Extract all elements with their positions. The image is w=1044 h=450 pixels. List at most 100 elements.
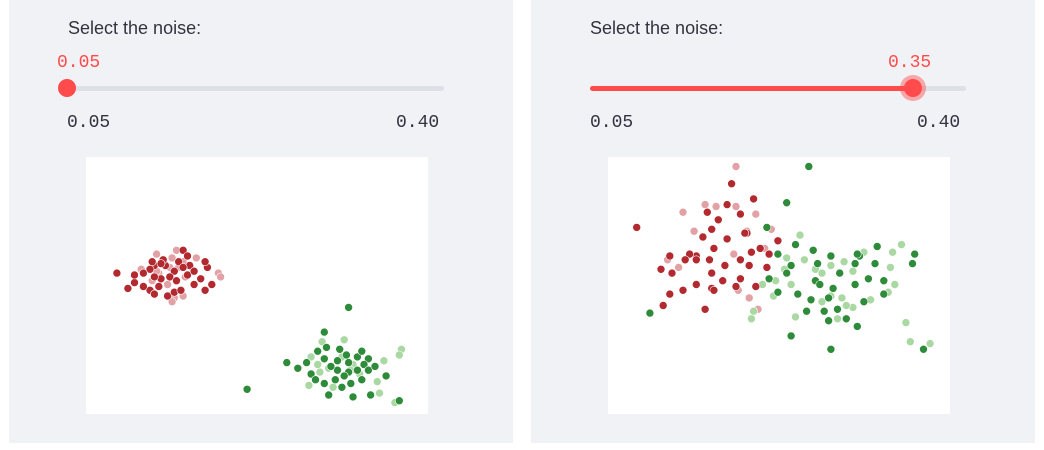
- scatter-point-green: [910, 249, 920, 259]
- scatter-point-red: [722, 234, 732, 244]
- scatter-point-red-light: [167, 297, 177, 306]
- scatter-point-green: [819, 306, 829, 316]
- scatter-point-green: [322, 343, 331, 352]
- scatter-point-green: [333, 365, 342, 375]
- scatter-point-green: [331, 375, 340, 384]
- scatter-point-red: [698, 232, 708, 242]
- scatter-point-green: [320, 379, 329, 388]
- scatter-point-green: [813, 259, 822, 268]
- scatter-point-green: [828, 284, 838, 293]
- scatter-point-green: [342, 350, 351, 360]
- scatter-point-green-light: [782, 253, 791, 263]
- scatter-point-green: [879, 276, 889, 285]
- scatter-point-red: [189, 280, 199, 289]
- scatter-point-red: [731, 282, 741, 291]
- slider-track[interactable]: [64, 86, 444, 91]
- scatter-point-green: [645, 308, 655, 318]
- scatter-point-red: [130, 278, 139, 287]
- scatter-point-red: [172, 276, 181, 285]
- scatter-plot: [86, 157, 428, 414]
- scatter-point-green-light: [786, 280, 796, 289]
- scatter-point-red: [665, 251, 675, 261]
- scatter-point-red: [718, 276, 727, 285]
- scatter-point-red: [707, 268, 716, 278]
- scatter-point-green-light: [339, 335, 349, 345]
- scatter-point-green: [824, 316, 833, 325]
- scatter-point-green: [326, 362, 336, 371]
- scatter-point-green: [381, 371, 391, 381]
- scatter-point-green: [879, 289, 889, 299]
- slider-fill: [590, 86, 912, 91]
- scatter-point-red: [692, 255, 701, 265]
- scatter-point-green: [353, 365, 362, 375]
- scatter-point-green-light: [842, 301, 851, 310]
- scatter-point-red: [740, 228, 750, 238]
- scatter-point-green-light: [826, 261, 836, 270]
- scatter-point-red: [744, 261, 754, 270]
- scatter-point-green: [773, 249, 783, 259]
- scatter-point-red: [200, 257, 210, 266]
- scatter-point-red: [170, 266, 179, 276]
- scatter-point-red: [755, 244, 765, 253]
- scatter-point-red: [130, 270, 139, 280]
- scatter-point-red: [163, 291, 172, 301]
- slider-label: Select the noise:: [590, 18, 724, 38]
- slider-label: Select the noise:: [68, 18, 202, 38]
- scatter-point-red: [207, 280, 217, 289]
- scatter-point-red-light: [744, 293, 754, 303]
- scatter-point-green: [306, 369, 316, 379]
- scatter-point-green: [815, 280, 825, 289]
- slider-current-value: 0.35: [888, 53, 932, 73]
- scatter-point-red: [665, 289, 675, 299]
- scatter-point-green-light: [848, 266, 858, 276]
- scatter-point-green: [394, 396, 404, 405]
- scatter-point-green-light: [372, 377, 382, 386]
- scatter-point-green-light: [897, 240, 906, 249]
- scatter-point-green: [786, 261, 796, 270]
- scatter-point-green-light: [886, 263, 895, 272]
- slider-thumb[interactable]: [904, 79, 922, 97]
- scatter-point-green: [850, 259, 860, 268]
- noise-slider-panel-left: Select the noise: 0.05 0.05 0.40: [9, 0, 513, 443]
- scatter-point-red: [174, 257, 183, 266]
- scatter-point-green: [337, 383, 347, 392]
- scatter-point-green: [333, 356, 342, 365]
- scatter-point-red-light: [674, 263, 683, 272]
- slider-thumb[interactable]: [58, 79, 76, 97]
- scatter-point-green-light: [315, 367, 325, 377]
- scatter-point-green: [806, 295, 816, 305]
- scatter-point-green-light: [791, 312, 800, 322]
- scatter-point-green-light: [747, 314, 756, 324]
- scatter-point-green: [364, 354, 373, 364]
- scatter-point-red: [727, 179, 736, 189]
- scatter-point-red: [200, 286, 210, 295]
- scatter-point-red: [714, 215, 723, 225]
- scatter-point-red: [165, 272, 175, 282]
- scatter-plot: [608, 157, 950, 414]
- scatter-point-green: [826, 251, 836, 261]
- scatter-point-green: [864, 274, 873, 284]
- scatter-point-green: [872, 242, 882, 251]
- scatter-point-green-light: [833, 314, 842, 324]
- scatter-point-green: [853, 322, 862, 331]
- scatter-point-green: [773, 287, 783, 297]
- slider-max-label: 0.40: [917, 113, 961, 133]
- scatter-point-red: [176, 286, 186, 295]
- scatter-point-green: [311, 375, 320, 384]
- scatter-point-red: [720, 261, 730, 270]
- scatter-point-green: [357, 375, 367, 384]
- scatter-point-green: [782, 268, 791, 278]
- scatter-point-red-light: [700, 200, 710, 209]
- scatter-point-green: [804, 162, 814, 171]
- scatter-point-green: [344, 303, 353, 312]
- scatter-point-red: [150, 272, 159, 282]
- scatter-point-green-light: [379, 356, 389, 365]
- scatter-point-red: [680, 255, 690, 265]
- scatter-point-red: [685, 249, 694, 259]
- scatter-point-green: [824, 293, 833, 303]
- scatter-point-red: [764, 249, 774, 259]
- scatter-point-red: [722, 200, 732, 209]
- scatter-point-red: [707, 225, 716, 234]
- scatter-point-red: [658, 301, 668, 310]
- scatter-point-green: [802, 306, 811, 316]
